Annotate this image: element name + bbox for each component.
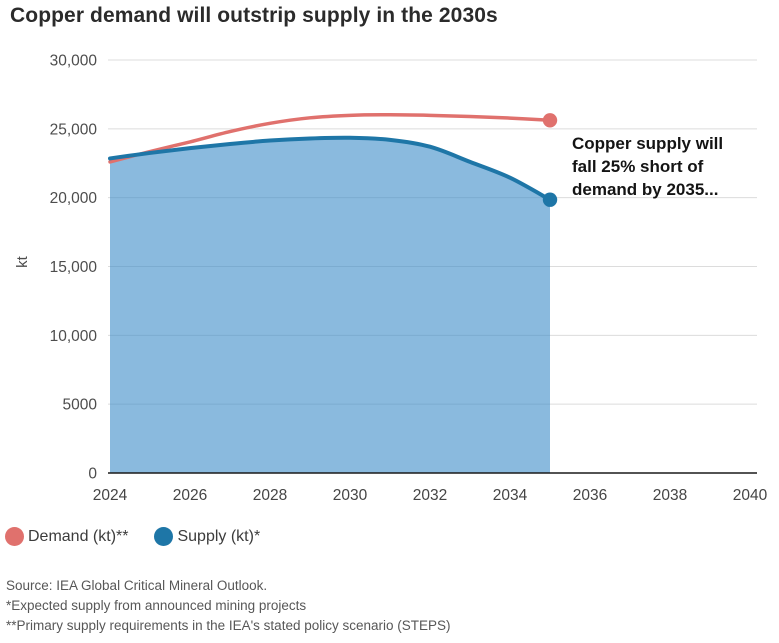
x-tick-label: 2032: [413, 487, 447, 504]
demand-line: [108, 113, 552, 164]
y-tick-label: 10,000: [50, 328, 98, 345]
x-tick-label: 2028: [253, 487, 287, 504]
y-tick-label: 20,000: [50, 190, 98, 207]
y-tick-label: 5000: [63, 397, 98, 414]
legend-item-supply: Supply (kt)*: [154, 527, 260, 546]
x-tick-label: 2040: [733, 487, 768, 504]
source-line: Source: IEA Global Critical Mineral Outl…: [6, 578, 268, 593]
x-tick-label: 2026: [173, 487, 207, 504]
y-tick-label: 0: [88, 466, 97, 483]
demand-end-marker: [542, 113, 558, 128]
annotation: Copper supply will fall 25% short of dem…: [572, 132, 772, 201]
chart-title: Copper demand will outstrip supply in th…: [10, 4, 498, 27]
x-tick-label: 2036: [573, 487, 607, 504]
legend-item-demand: Demand (kt)**: [5, 527, 128, 546]
footnote-2: **Primary supply requirements in the IEA…: [6, 618, 451, 633]
annotation-line-2: fall 25% short of: [572, 157, 704, 176]
footnote-1: *Expected supply from announced mining p…: [6, 598, 307, 613]
x-tick-label: 2030: [333, 487, 368, 504]
legend-label-demand: Demand (kt)**: [28, 527, 129, 545]
x-tick-label: 2038: [653, 487, 687, 504]
supply-end-marker: [542, 192, 558, 207]
supply-marker-icon: [154, 527, 174, 546]
demand-marker-icon: [5, 527, 24, 546]
supply-area: [110, 137, 550, 473]
y-tick-label: 25,000: [50, 121, 98, 138]
supply-line: [108, 135, 552, 202]
y-tick-label: 15,000: [50, 259, 98, 276]
y-tick-label: 30,000: [50, 53, 98, 70]
annotation-line-3: demand by 2035...: [572, 180, 719, 199]
x-tick-label: 2034: [493, 487, 528, 504]
footnotes: Source: IEA Global Critical Mineral Outl…: [6, 576, 451, 636]
legend-label-supply: Supply (kt)*: [177, 527, 261, 545]
legend: Demand (kt)** Supply (kt)*: [5, 527, 260, 546]
y-axis-label: kt: [13, 256, 31, 268]
annotation-line-1: Copper supply will: [572, 134, 724, 153]
x-tick-label: 2024: [93, 487, 128, 504]
